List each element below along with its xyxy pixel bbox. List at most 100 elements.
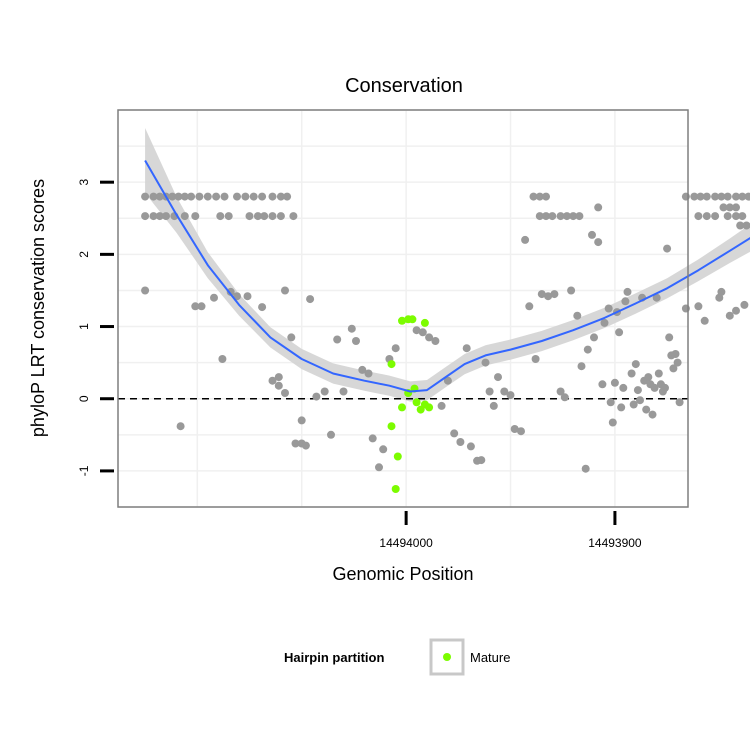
plot-panel <box>117 109 750 508</box>
point-other <box>312 392 321 401</box>
point-other <box>617 403 626 412</box>
point-other <box>368 434 377 443</box>
point-other <box>694 302 703 311</box>
point-other <box>418 328 427 337</box>
y-tick-label: 0 <box>77 395 91 402</box>
point-mature <box>387 360 396 369</box>
point-other <box>268 192 277 201</box>
point-other <box>241 192 250 201</box>
point-other <box>287 333 296 342</box>
point-other <box>224 212 233 221</box>
point-other <box>723 192 732 201</box>
point-other <box>723 212 732 221</box>
point-other <box>633 386 642 395</box>
point-other <box>696 192 705 201</box>
point-other <box>560 393 569 402</box>
point-other <box>506 391 515 400</box>
point-other <box>187 192 196 201</box>
point-other <box>162 212 170 221</box>
point-other <box>191 302 200 311</box>
point-other <box>575 212 584 221</box>
point-other <box>141 212 150 221</box>
legend-key-box <box>429 638 465 676</box>
point-other <box>550 290 559 299</box>
point-other <box>339 387 348 396</box>
point-other <box>711 192 720 201</box>
point-other <box>732 192 740 201</box>
point-other <box>276 212 285 221</box>
point-other <box>494 373 502 382</box>
legend-title: Hairpin partition <box>284 650 384 665</box>
point-other <box>711 212 720 221</box>
point-other <box>168 192 177 201</box>
point-other <box>320 387 329 396</box>
point-other <box>258 303 267 312</box>
point-other <box>253 212 262 221</box>
y-tick-label: -1 <box>77 465 91 476</box>
point-other <box>364 369 373 378</box>
point-other <box>537 290 546 299</box>
point-other <box>226 287 235 296</box>
point-other <box>333 335 342 344</box>
point-other <box>573 311 582 320</box>
point-other <box>462 344 471 353</box>
point-other <box>732 212 740 221</box>
point-other <box>736 221 745 230</box>
point-other <box>301 441 310 450</box>
point-other <box>583 345 592 354</box>
point-other <box>588 230 596 239</box>
point-other <box>544 292 553 301</box>
point-other <box>191 212 200 221</box>
point-other <box>654 369 663 378</box>
point-other <box>569 212 578 221</box>
legend-key-mature <box>443 653 451 661</box>
point-other <box>665 333 674 342</box>
point-other <box>155 192 164 201</box>
point-other <box>352 337 360 345</box>
point-other <box>291 439 300 448</box>
point-other <box>481 358 490 367</box>
point-other <box>180 192 189 201</box>
point-other <box>218 355 227 363</box>
point-other <box>619 383 628 392</box>
point-other <box>610 378 619 387</box>
point-other <box>258 192 267 201</box>
point-other <box>268 212 277 221</box>
point-other <box>615 328 624 337</box>
point-other <box>391 344 400 353</box>
grid <box>118 109 688 508</box>
point-other <box>521 235 530 244</box>
point-other <box>281 389 289 397</box>
point-other <box>717 192 726 201</box>
point-other <box>289 212 298 221</box>
x-tick-label: 14494000 <box>379 536 433 550</box>
point-other <box>174 192 183 201</box>
point-other <box>581 464 590 473</box>
point-other <box>631 360 640 369</box>
point-other <box>155 212 164 221</box>
point-other <box>268 376 277 385</box>
point-other <box>510 425 519 433</box>
point-other <box>535 192 544 201</box>
point-other <box>216 212 225 221</box>
point-other <box>542 192 550 201</box>
point-other <box>195 192 204 201</box>
point-other <box>627 369 636 378</box>
panel-background <box>118 110 688 507</box>
smooth-line-group <box>144 159 750 393</box>
point-other <box>673 358 682 367</box>
point-mature <box>387 422 396 431</box>
point-other <box>306 295 315 304</box>
point-other <box>176 422 185 431</box>
point-other <box>732 306 740 315</box>
point-other <box>500 387 509 396</box>
point-other <box>650 383 659 392</box>
point-other <box>276 192 285 201</box>
point-other <box>245 212 254 221</box>
point-other <box>297 416 306 425</box>
point-other <box>577 362 586 371</box>
point-other <box>732 203 740 212</box>
point-other <box>542 212 550 221</box>
point-other <box>636 396 644 405</box>
point-other <box>661 383 669 392</box>
